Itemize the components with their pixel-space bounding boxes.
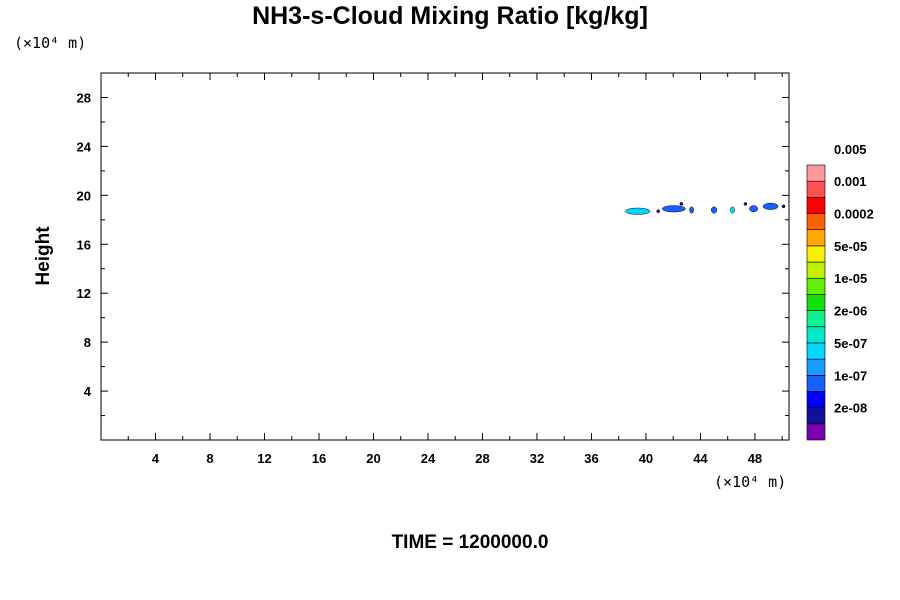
- y-tick-label: 24: [77, 139, 92, 154]
- x-tick-label: 44: [693, 451, 708, 466]
- colorbar-label: 5e-07: [834, 336, 867, 351]
- plot-frame: [100, 72, 790, 441]
- cloud-contour: [689, 206, 694, 214]
- cloud-contour: [749, 205, 758, 213]
- time-label: TIME = 1200000.0: [391, 532, 549, 553]
- colorbar-label: 5e-05: [834, 239, 867, 254]
- colorbar-swatch: [806, 423, 826, 441]
- colorbar-swatch: [806, 374, 826, 392]
- x-tick-label: 12: [257, 451, 271, 466]
- colorbar-swatch: [806, 358, 826, 376]
- y-tick-label: 20: [77, 188, 91, 203]
- colorbar-swatch: [806, 310, 826, 328]
- x-tick-label: 36: [584, 451, 598, 466]
- y-tick-label: 12: [77, 286, 91, 301]
- colorbar-swatch: [806, 164, 826, 182]
- colorbar-swatch: [806, 245, 826, 263]
- colorbar-label: 0.001: [834, 174, 867, 189]
- cloud-contour: [656, 209, 660, 213]
- colorbar-swatch: [806, 407, 826, 425]
- colorbar-swatch: [806, 180, 826, 198]
- y-tick-label: 4: [84, 384, 92, 399]
- cloud-contour: [679, 202, 684, 206]
- x-tick-label: 4: [152, 451, 160, 466]
- colorbar: 2e-08 1e-07 5e-07 2e-06 1e-05 5e-05 0.0002 0.00…: [806, 142, 874, 441]
- colorbar-swatch: [806, 277, 826, 295]
- cloud-contour: [743, 202, 748, 206]
- cloud-contour: [625, 207, 651, 215]
- y-tick-label: 28: [77, 90, 91, 105]
- y-tick-label: 16: [77, 237, 91, 252]
- colorbar-swatch: [806, 261, 826, 279]
- cloud-contour: [662, 205, 686, 213]
- colorbar-label: 1e-05: [834, 271, 867, 286]
- x-tick-label: 20: [366, 451, 380, 466]
- colorbar-label: 0.0002: [834, 207, 874, 222]
- x-tick-label: 24: [421, 451, 436, 466]
- colorbar-label: 1e-07: [834, 368, 867, 383]
- colorbar-label: 0.005: [834, 142, 867, 157]
- colorbar-swatch: [806, 213, 826, 231]
- colorbar-swatch: [806, 326, 826, 344]
- x-tick-label: 32: [530, 451, 544, 466]
- cloud-contour: [781, 204, 786, 209]
- colorbar-label: 2e-08: [834, 401, 867, 416]
- colorbar-swatch: [806, 391, 826, 408]
- colorbar-swatch: [806, 197, 826, 214]
- colorbar-swatch: [806, 229, 826, 247]
- y-unit-label: (×10⁴ m): [14, 34, 87, 52]
- x-tick-label: 28: [475, 451, 489, 466]
- cloud-contour: [762, 202, 779, 210]
- colorbar-swatch: [806, 342, 826, 360]
- x-tick-label: 48: [748, 451, 762, 466]
- x-unit-label: (×10⁴ m): [714, 473, 787, 491]
- x-tick-label: 8: [206, 451, 213, 466]
- cloud-contours: [625, 202, 786, 215]
- y-tick-label: 8: [84, 335, 91, 350]
- colorbar-swatch: [806, 294, 826, 311]
- x-tick-label: 40: [639, 451, 653, 466]
- cloud-contour: [711, 206, 718, 214]
- x-tick-label: 16: [312, 451, 326, 466]
- colorbar-label: 2e-06: [834, 304, 867, 319]
- cloud-contour: [730, 206, 735, 214]
- chart-title: NH3-s-Cloud Mixing Ratio [kg/kg]: [252, 2, 648, 30]
